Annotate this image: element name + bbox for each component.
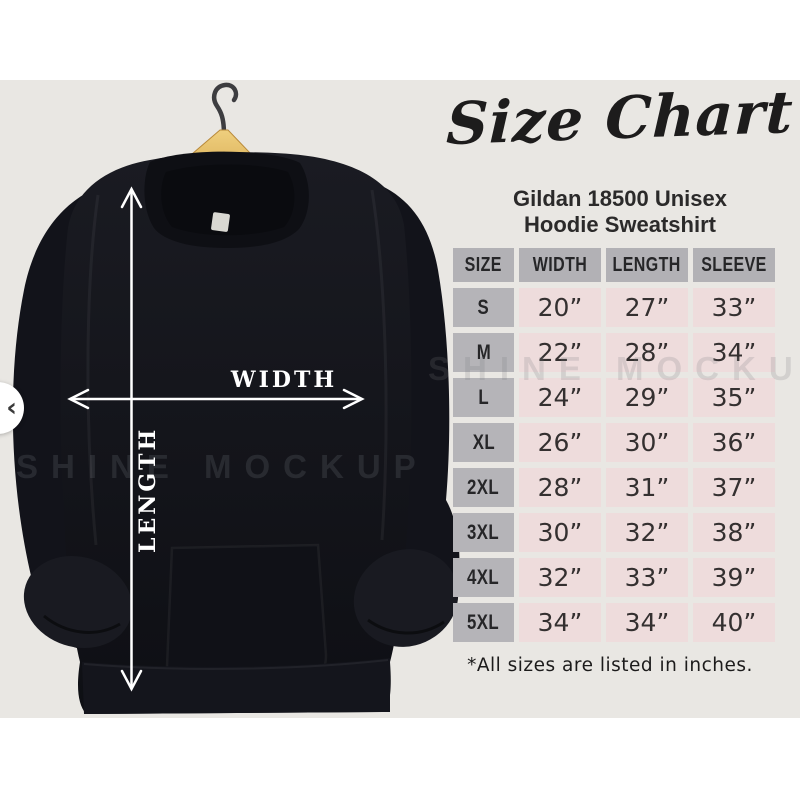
sleeve-value: 40” [693, 603, 775, 642]
sleeve-value: 34” [693, 333, 775, 372]
sleeve-value: 35” [693, 378, 775, 417]
length-value: 33” [606, 558, 688, 597]
column-header-size: SIZE [453, 248, 514, 282]
watermark: SHINE MOCKUP [428, 350, 800, 387]
chevron-left-icon: ‹ [6, 393, 17, 423]
product-subtitle: Gildan 18500 Unisex Hoodie Sweatshirt [440, 186, 800, 238]
column-header-sleeve: SLEEVE [693, 248, 775, 282]
width-value: 34” [519, 603, 601, 642]
size-label: 4XL [453, 558, 514, 597]
size-label: 3XL [453, 513, 514, 552]
width-value: 26” [519, 423, 601, 462]
width-value: 20” [519, 288, 601, 327]
length-value: 28” [606, 333, 688, 372]
length-value: 29” [606, 378, 688, 417]
length-label: LENGTH [135, 426, 161, 553]
size-label: XL [453, 423, 514, 462]
size-label: M [453, 333, 514, 372]
column-header-width: WIDTH [519, 248, 601, 282]
width-value: 22” [519, 333, 601, 372]
size-label: 2XL [453, 468, 514, 507]
sleeve-value: 39” [693, 558, 775, 597]
width-value: 32” [519, 558, 601, 597]
length-value: 34” [606, 603, 688, 642]
column-header-length: LENGTH [606, 248, 688, 282]
width-value: 30” [519, 513, 601, 552]
sleeve-value: 33” [693, 288, 775, 327]
length-value: 31” [606, 468, 688, 507]
size-label: L [453, 378, 514, 417]
size-table: SIZE WIDTH LENGTH SLEEVE S 20” 27” 33” M… [453, 248, 775, 642]
width-value: 24” [519, 378, 601, 417]
width-label: WIDTH [230, 367, 338, 393]
size-label: S [453, 288, 514, 327]
length-value: 27” [606, 288, 688, 327]
sleeve-value: 36” [693, 423, 775, 462]
length-value: 30” [606, 423, 688, 462]
watermark: SHINE MOCKUP [16, 448, 429, 485]
size-label: 5XL [453, 603, 514, 642]
sizes-footnote: *All sizes are listed in inches. [467, 655, 753, 676]
sleeve-value: 38” [693, 513, 775, 552]
width-value: 28” [519, 468, 601, 507]
sleeve-value: 37” [693, 468, 775, 507]
length-value: 32” [606, 513, 688, 552]
page-title: Size Chart [445, 77, 795, 159]
subtitle-line-2: Hoodie Sweatshirt [524, 212, 716, 237]
subtitle-line-1: Gildan 18500 Unisex [513, 186, 727, 211]
